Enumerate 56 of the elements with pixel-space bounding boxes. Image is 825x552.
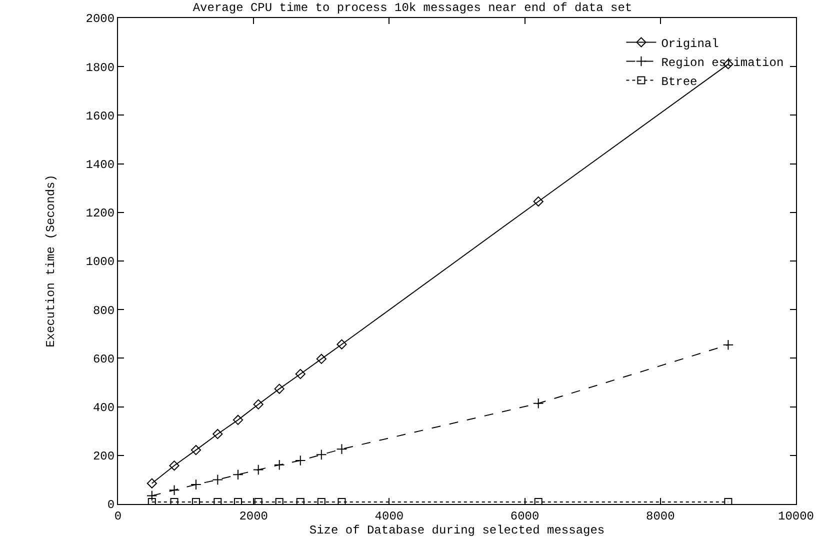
point: [146, 490, 158, 502]
point: [532, 398, 544, 409]
legend-label: Btree: [661, 74, 698, 89]
y-axis-title: Execution time (Seconds): [44, 174, 58, 348]
point: [274, 459, 285, 470]
x-axis-title: Size of Database during selected messages: [309, 523, 605, 538]
point: [336, 339, 347, 350]
point: [317, 498, 326, 504]
y-tick-label: 400: [92, 401, 115, 415]
y-tick-label: 1400: [86, 158, 115, 172]
x-tick-label: 2000: [239, 509, 268, 524]
point: [190, 445, 202, 456]
point: [724, 498, 732, 504]
y-tick-label: 1600: [86, 109, 115, 124]
x-tick-label: 10000: [778, 509, 814, 524]
y-tick-label: 0: [107, 498, 115, 512]
point: [214, 498, 222, 504]
point: [295, 368, 306, 380]
point: [190, 479, 202, 490]
point: [212, 428, 223, 440]
chart-title: Average CPU time to process 10k messages near end of data set: [192, 1, 632, 16]
point: [168, 484, 180, 496]
point: [232, 414, 244, 425]
y-tick-label: 1000: [86, 255, 115, 270]
point: [534, 498, 542, 504]
y-tick-label: 800: [92, 304, 115, 318]
point: [169, 460, 180, 471]
x-tick-label: 4000: [374, 509, 404, 524]
point: [338, 498, 346, 504]
y-tick-label: 1800: [86, 60, 115, 75]
point: [254, 498, 262, 504]
legend-label: Original: [661, 36, 719, 51]
point: [212, 474, 224, 486]
point: [275, 498, 284, 504]
point: [252, 464, 264, 476]
point: [274, 384, 284, 394]
y-tick-label: 2000: [86, 12, 115, 26]
x-tick-label: 8000: [646, 509, 675, 524]
y-tick-label: 200: [92, 450, 115, 464]
point: [192, 498, 200, 504]
point: [253, 399, 264, 410]
point: [533, 196, 544, 207]
point: [170, 498, 178, 504]
point: [294, 455, 306, 466]
point: [316, 449, 327, 460]
point: [722, 339, 734, 350]
point: [296, 498, 304, 504]
point: [148, 498, 156, 504]
point: [336, 444, 348, 454]
point: [316, 354, 326, 364]
point: [232, 469, 244, 480]
y-tick-label: 1200: [86, 206, 115, 221]
x-tick-label: 6000: [510, 509, 540, 524]
point: [234, 498, 242, 504]
y-tick-label: 600: [92, 352, 115, 366]
point: [146, 478, 157, 488]
